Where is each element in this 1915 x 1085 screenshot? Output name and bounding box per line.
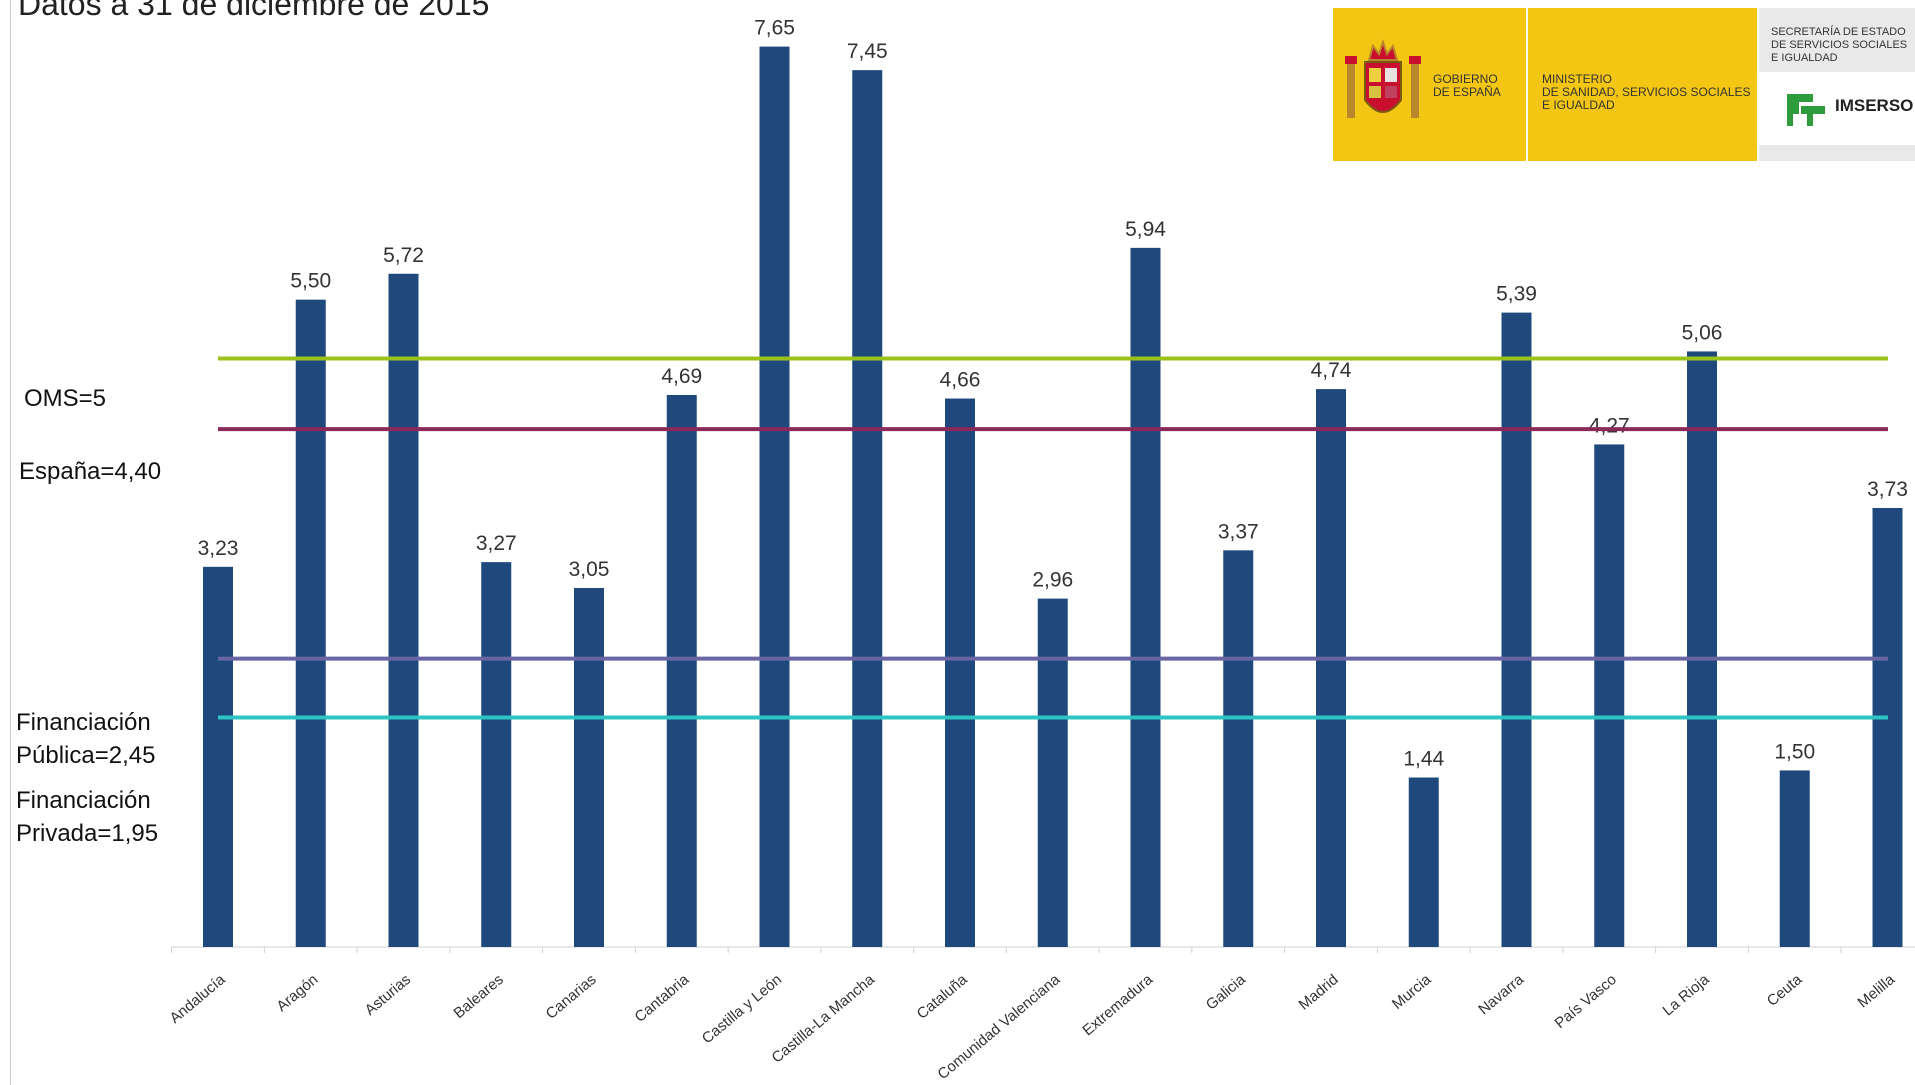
bar-value-label: 5,50 <box>290 270 331 293</box>
reference-label-publica: Financiación Pública=2,45 <box>16 709 156 769</box>
bar-11 <box>1223 550 1254 947</box>
bar-value-label: 3,05 <box>569 558 610 581</box>
bar-0 <box>203 566 233 947</box>
bar-value-label: 7,65 <box>754 17 795 40</box>
category-label: Castilla y León <box>699 971 785 1047</box>
bar-value-label: 2,96 <box>1032 569 1073 592</box>
bar-10 <box>1130 247 1161 947</box>
ministerio-panel: MINISTERIO DE SANIDAD, SERVICIOS SOCIALE… <box>1528 8 1759 161</box>
bar-value-label: 4,27 <box>1589 414 1630 437</box>
bar-value-label: 4,66 <box>940 369 981 392</box>
category-label: Castilla-La Mancha <box>769 971 879 1067</box>
bar-value-label: 7,45 <box>847 40 888 63</box>
secretaria-text: SECRETARÍA DE ESTADO DE SERVICIOS SOCIAL… <box>1771 26 1908 64</box>
bar-6 <box>759 46 790 948</box>
bar-18 <box>1872 507 1903 947</box>
bar-9 <box>1037 598 1068 947</box>
bar-value-label: 5,72 <box>383 244 424 267</box>
bar-3 <box>481 562 512 947</box>
bar-17 <box>1779 770 1810 947</box>
bar-value-label: 5,06 <box>1682 321 1723 344</box>
bar-12 <box>1316 389 1346 947</box>
secretaria-panel: SECRETARÍA DE ESTADO DE SERVICIOS SOCIAL… <box>1759 8 1915 161</box>
reference-label-privada: Financiación Privada=1,95 <box>16 787 159 847</box>
category-label: Andalucía <box>167 971 230 1027</box>
category-label: Galicia <box>1203 971 1250 1014</box>
bar-value-label: 3,23 <box>198 537 239 560</box>
bar-value-label: 1,44 <box>1403 748 1444 771</box>
bar-value-label: 5,94 <box>1125 218 1166 241</box>
bar-2 <box>388 273 419 948</box>
category-label: Navarra <box>1475 971 1527 1019</box>
bar-13 <box>1408 777 1439 947</box>
bar-15 <box>1594 444 1625 947</box>
category-label: Cantabria <box>632 971 693 1026</box>
bar-value-label: 3,73 <box>1867 478 1908 501</box>
imserso-text: IMSERSO <box>1835 96 1914 115</box>
coat-of-arms-icon <box>1345 38 1421 118</box>
reference-label-oms: OMS=5 <box>24 385 107 412</box>
bar-value-label: 4,74 <box>1311 359 1352 382</box>
bar-16 <box>1687 351 1717 947</box>
bar-value-label: 4,69 <box>661 365 702 388</box>
category-label: Aragón <box>273 971 321 1015</box>
imserso-badge: IMSERSO <box>1759 72 1915 145</box>
bar-value-label: 1,50 <box>1774 740 1815 763</box>
bar-value-label: 3,37 <box>1218 520 1259 543</box>
bar-4 <box>574 588 604 947</box>
imserso-icon <box>1787 94 1825 126</box>
bar-1 <box>295 299 326 947</box>
category-label: La Rioja <box>1659 971 1713 1020</box>
page-title: Datos a 31 de diciembre de 2015 <box>18 0 490 22</box>
category-label: Canarias <box>543 971 600 1023</box>
bar-8 <box>945 398 975 947</box>
category-label: Murcia <box>1389 971 1435 1013</box>
category-label: Baleares <box>451 971 507 1022</box>
bar-14 <box>1501 312 1532 947</box>
category-label: Melilla <box>1855 971 1899 1012</box>
left-border <box>10 0 11 1085</box>
reference-label-espana: España=4,40 <box>19 458 162 485</box>
category-label: Ceuta <box>1764 971 1806 1010</box>
ministerio-text: MINISTERIO DE SANIDAD, SERVICIOS SOCIALE… <box>1542 72 1751 112</box>
government-logo: GOBIERNO DE ESPAÑA MINISTERIO DE SANIDAD… <box>1333 8 1915 161</box>
bar-value-label: 5,39 <box>1496 283 1537 306</box>
category-label: Asturias <box>362 971 414 1019</box>
gobierno-text: GOBIERNO DE ESPAÑA <box>1433 72 1501 99</box>
bar-value-label: 3,27 <box>476 532 517 555</box>
category-label: Extremadura <box>1079 971 1156 1040</box>
bar-5 <box>666 394 697 947</box>
category-label: Cataluña <box>914 971 971 1023</box>
bar-7 <box>852 70 883 947</box>
category-label: País Vasco <box>1552 971 1620 1032</box>
category-label: Madrid <box>1296 971 1342 1014</box>
gobierno-panel: GOBIERNO DE ESPAÑA <box>1333 8 1528 161</box>
